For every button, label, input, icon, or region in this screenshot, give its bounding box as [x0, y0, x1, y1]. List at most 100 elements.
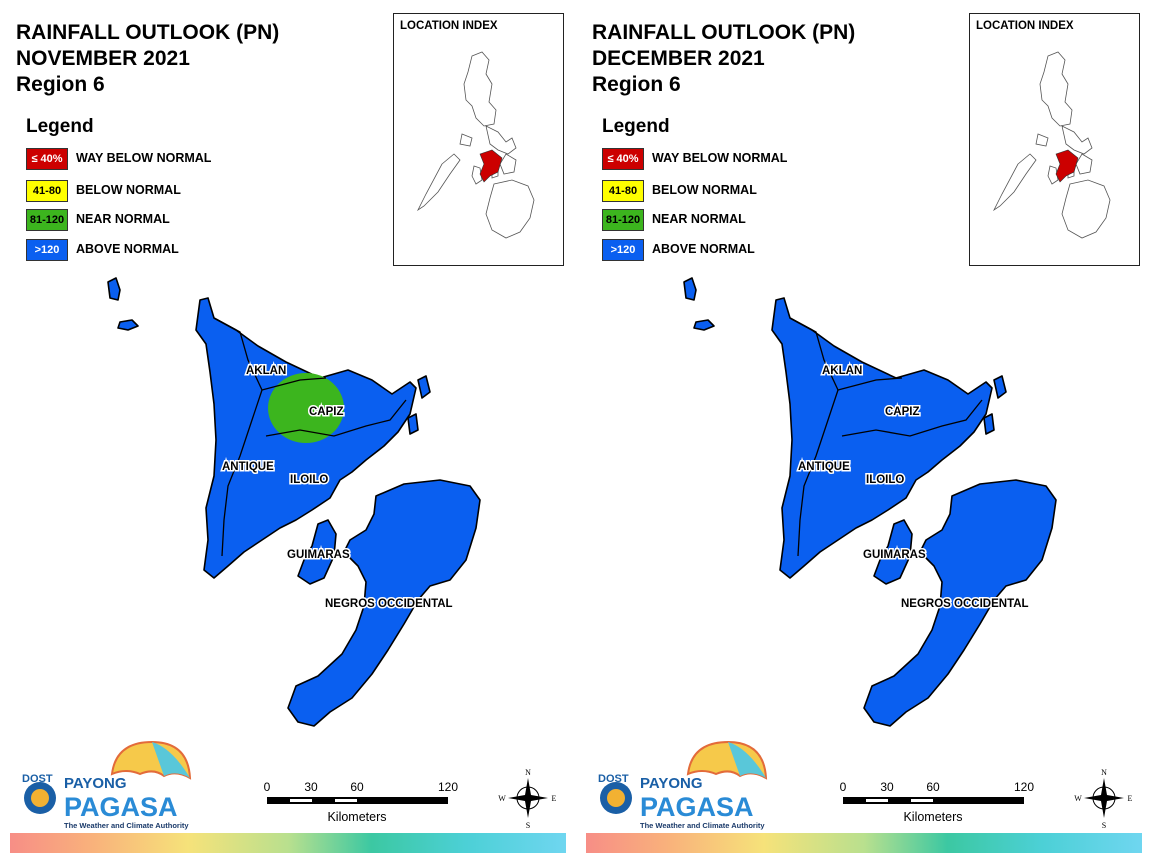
- compass-e: E: [1128, 794, 1133, 803]
- logo-pagasa: PAGASA: [64, 792, 178, 822]
- scale-tick: 0: [264, 780, 271, 794]
- small-island: [107, 277, 121, 301]
- legend-swatch: >120: [602, 239, 644, 261]
- negros-island: [287, 479, 481, 727]
- near-normal-area: [268, 373, 344, 443]
- legend-item-below: 41-80 BELOW NORMAL: [602, 180, 862, 202]
- small-island: [117, 319, 139, 331]
- legend-label: NEAR NORMAL: [76, 212, 170, 226]
- legend-label: WAY BELOW NORMAL: [652, 151, 788, 165]
- label-capiz: CAPIZ: [885, 406, 920, 418]
- legend-item-above: >120 ABOVE NORMAL: [26, 239, 286, 261]
- legend-label: ABOVE NORMAL: [76, 242, 179, 256]
- location-index-title: LOCATION INDEX: [400, 20, 498, 32]
- philippines-index-map: [992, 51, 1111, 239]
- scale-bar-graphic: 0 30 60 120 Kilometers: [840, 780, 1035, 824]
- legend-swatch: ≤ 40%: [602, 148, 644, 170]
- scale-tick: 0: [840, 780, 847, 794]
- border-aklan: [789, 317, 903, 391]
- scale-bar-graphic: 0 30 60 120 Kilometers: [264, 780, 459, 824]
- east-islet: [407, 413, 419, 435]
- scale-tick: 60: [926, 780, 940, 794]
- compass-rose-icon: N S W E: [1074, 768, 1133, 830]
- region6-map: AKLAN CAPIZ ANTIQUE ILOILO GUIMARAS NEGR…: [683, 277, 1057, 727]
- scale-tick: 30: [880, 780, 894, 794]
- legend-item-way-below: ≤ 40% WAY BELOW NORMAL: [602, 148, 862, 170]
- label-guimaras: GUIMARAS: [287, 549, 350, 561]
- legend-swatch: 41-80: [26, 180, 68, 202]
- scale-bar: 0 30 60 120 Kilometers: [831, 776, 1046, 826]
- label-negros-occidental: NEGROS OCCIDENTAL: [901, 598, 1029, 610]
- location-index-box: LOCATION INDEX: [969, 13, 1140, 266]
- legend-swatch: >120: [26, 239, 68, 261]
- legend-item-near: 81-120 NEAR NORMAL: [26, 209, 286, 231]
- logo-payong: PAYONG: [640, 775, 703, 792]
- pagasa-logo-graphic: DOST PAYONG PAGASA The Weather and Clima…: [598, 740, 768, 830]
- compass-e: E: [552, 794, 557, 803]
- legend-label: ABOVE NORMAL: [652, 242, 755, 256]
- legend-title: Legend: [602, 116, 670, 137]
- scale-tick: 120: [1014, 780, 1034, 794]
- logo-dost: DOST: [598, 773, 629, 785]
- legend: Legend ≤ 40% WAY BELOW NORMAL 41-80 BELO…: [602, 116, 787, 261]
- scale-bar: 0 30 60 120 Kilometers: [255, 776, 470, 826]
- label-antique: ANTIQUE: [222, 461, 274, 473]
- east-islet: [983, 413, 995, 435]
- pagasa-logo: DOST PAYONG PAGASA The Weather and Clima…: [16, 738, 206, 833]
- logo-tagline: The Weather and Climate Authority: [64, 821, 189, 830]
- negros-island: [863, 479, 1057, 727]
- title-line-3: Region 6: [16, 73, 105, 96]
- logo-dost: DOST: [22, 773, 53, 785]
- label-iloilo: ILOILO: [290, 474, 328, 486]
- scale-unit: Kilometers: [327, 810, 386, 824]
- legend-swatch: 41-80: [602, 180, 644, 202]
- legend-label: BELOW NORMAL: [652, 183, 757, 197]
- compass-n: N: [1101, 768, 1107, 777]
- scale-unit: Kilometers: [903, 810, 962, 824]
- legend-item-near: 81-120 NEAR NORMAL: [602, 209, 862, 231]
- legend-swatch: 81-120: [602, 209, 644, 231]
- label-antique: ANTIQUE: [798, 461, 850, 473]
- legend-swatch: 81-120: [26, 209, 68, 231]
- small-island: [693, 319, 715, 331]
- title-line-3: Region 6: [592, 73, 681, 96]
- compass-rose-icon: N S W E: [498, 768, 557, 830]
- legend-title: Legend: [26, 116, 94, 137]
- map-title: RAINFALL OUTLOOK (PN) NOVEMBER 2021 Regi…: [16, 20, 279, 98]
- east-islet: [417, 375, 431, 399]
- pagasa-logo-graphic: DOST PAYONG PAGASA The Weather and Clima…: [22, 740, 192, 830]
- compass-s: S: [526, 821, 530, 830]
- pagasa-logo: DOST PAYONG PAGASA The Weather and Clima…: [592, 738, 782, 833]
- legend: Legend ≤ 40% WAY BELOW NORMAL 41-80 BELO…: [26, 116, 211, 261]
- compass-w: W: [1074, 794, 1082, 803]
- legend-item-above: >120 ABOVE NORMAL: [602, 239, 862, 261]
- logo-tagline: The Weather and Climate Authority: [640, 821, 765, 830]
- legend-label: NEAR NORMAL: [652, 212, 746, 226]
- border-capiz-iloilo: [265, 399, 407, 437]
- legend-swatch: ≤ 40%: [26, 148, 68, 170]
- location-index-title: LOCATION INDEX: [976, 20, 1074, 32]
- guimaras-island: [873, 519, 913, 585]
- scale-tick: 120: [438, 780, 458, 794]
- map-title: RAINFALL OUTLOOK (PN) DECEMBER 2021 Regi…: [592, 20, 855, 98]
- outlook-panel-november: RAINFALL OUTLOOK (PN) NOVEMBER 2021 Regi…: [10, 13, 566, 853]
- legend-item-way-below: ≤ 40% WAY BELOW NORMAL: [26, 148, 286, 170]
- border-capiz-iloilo: [841, 399, 983, 437]
- logo-payong: PAYONG: [64, 775, 127, 792]
- label-aklan: AKLAN: [246, 365, 286, 377]
- title-line-2: NOVEMBER 2021: [16, 47, 190, 70]
- legend-item-below: 41-80 BELOW NORMAL: [26, 180, 286, 202]
- legend-label: WAY BELOW NORMAL: [76, 151, 212, 165]
- border-antique: [221, 389, 263, 557]
- color-footer-bar: [10, 833, 566, 853]
- panay-island: [771, 297, 993, 579]
- label-iloilo: ILOILO: [866, 474, 904, 486]
- scale-tick: 60: [350, 780, 364, 794]
- title-line-1: RAINFALL OUTLOOK (PN): [592, 21, 856, 44]
- label-aklan: AKLAN: [822, 365, 862, 377]
- title-line-1: RAINFALL OUTLOOK (PN): [16, 21, 280, 44]
- guimaras-island: [297, 519, 337, 585]
- north-arrow: N S W E: [1074, 766, 1134, 830]
- compass-s: S: [1102, 821, 1106, 830]
- color-footer-bar: [586, 833, 1142, 853]
